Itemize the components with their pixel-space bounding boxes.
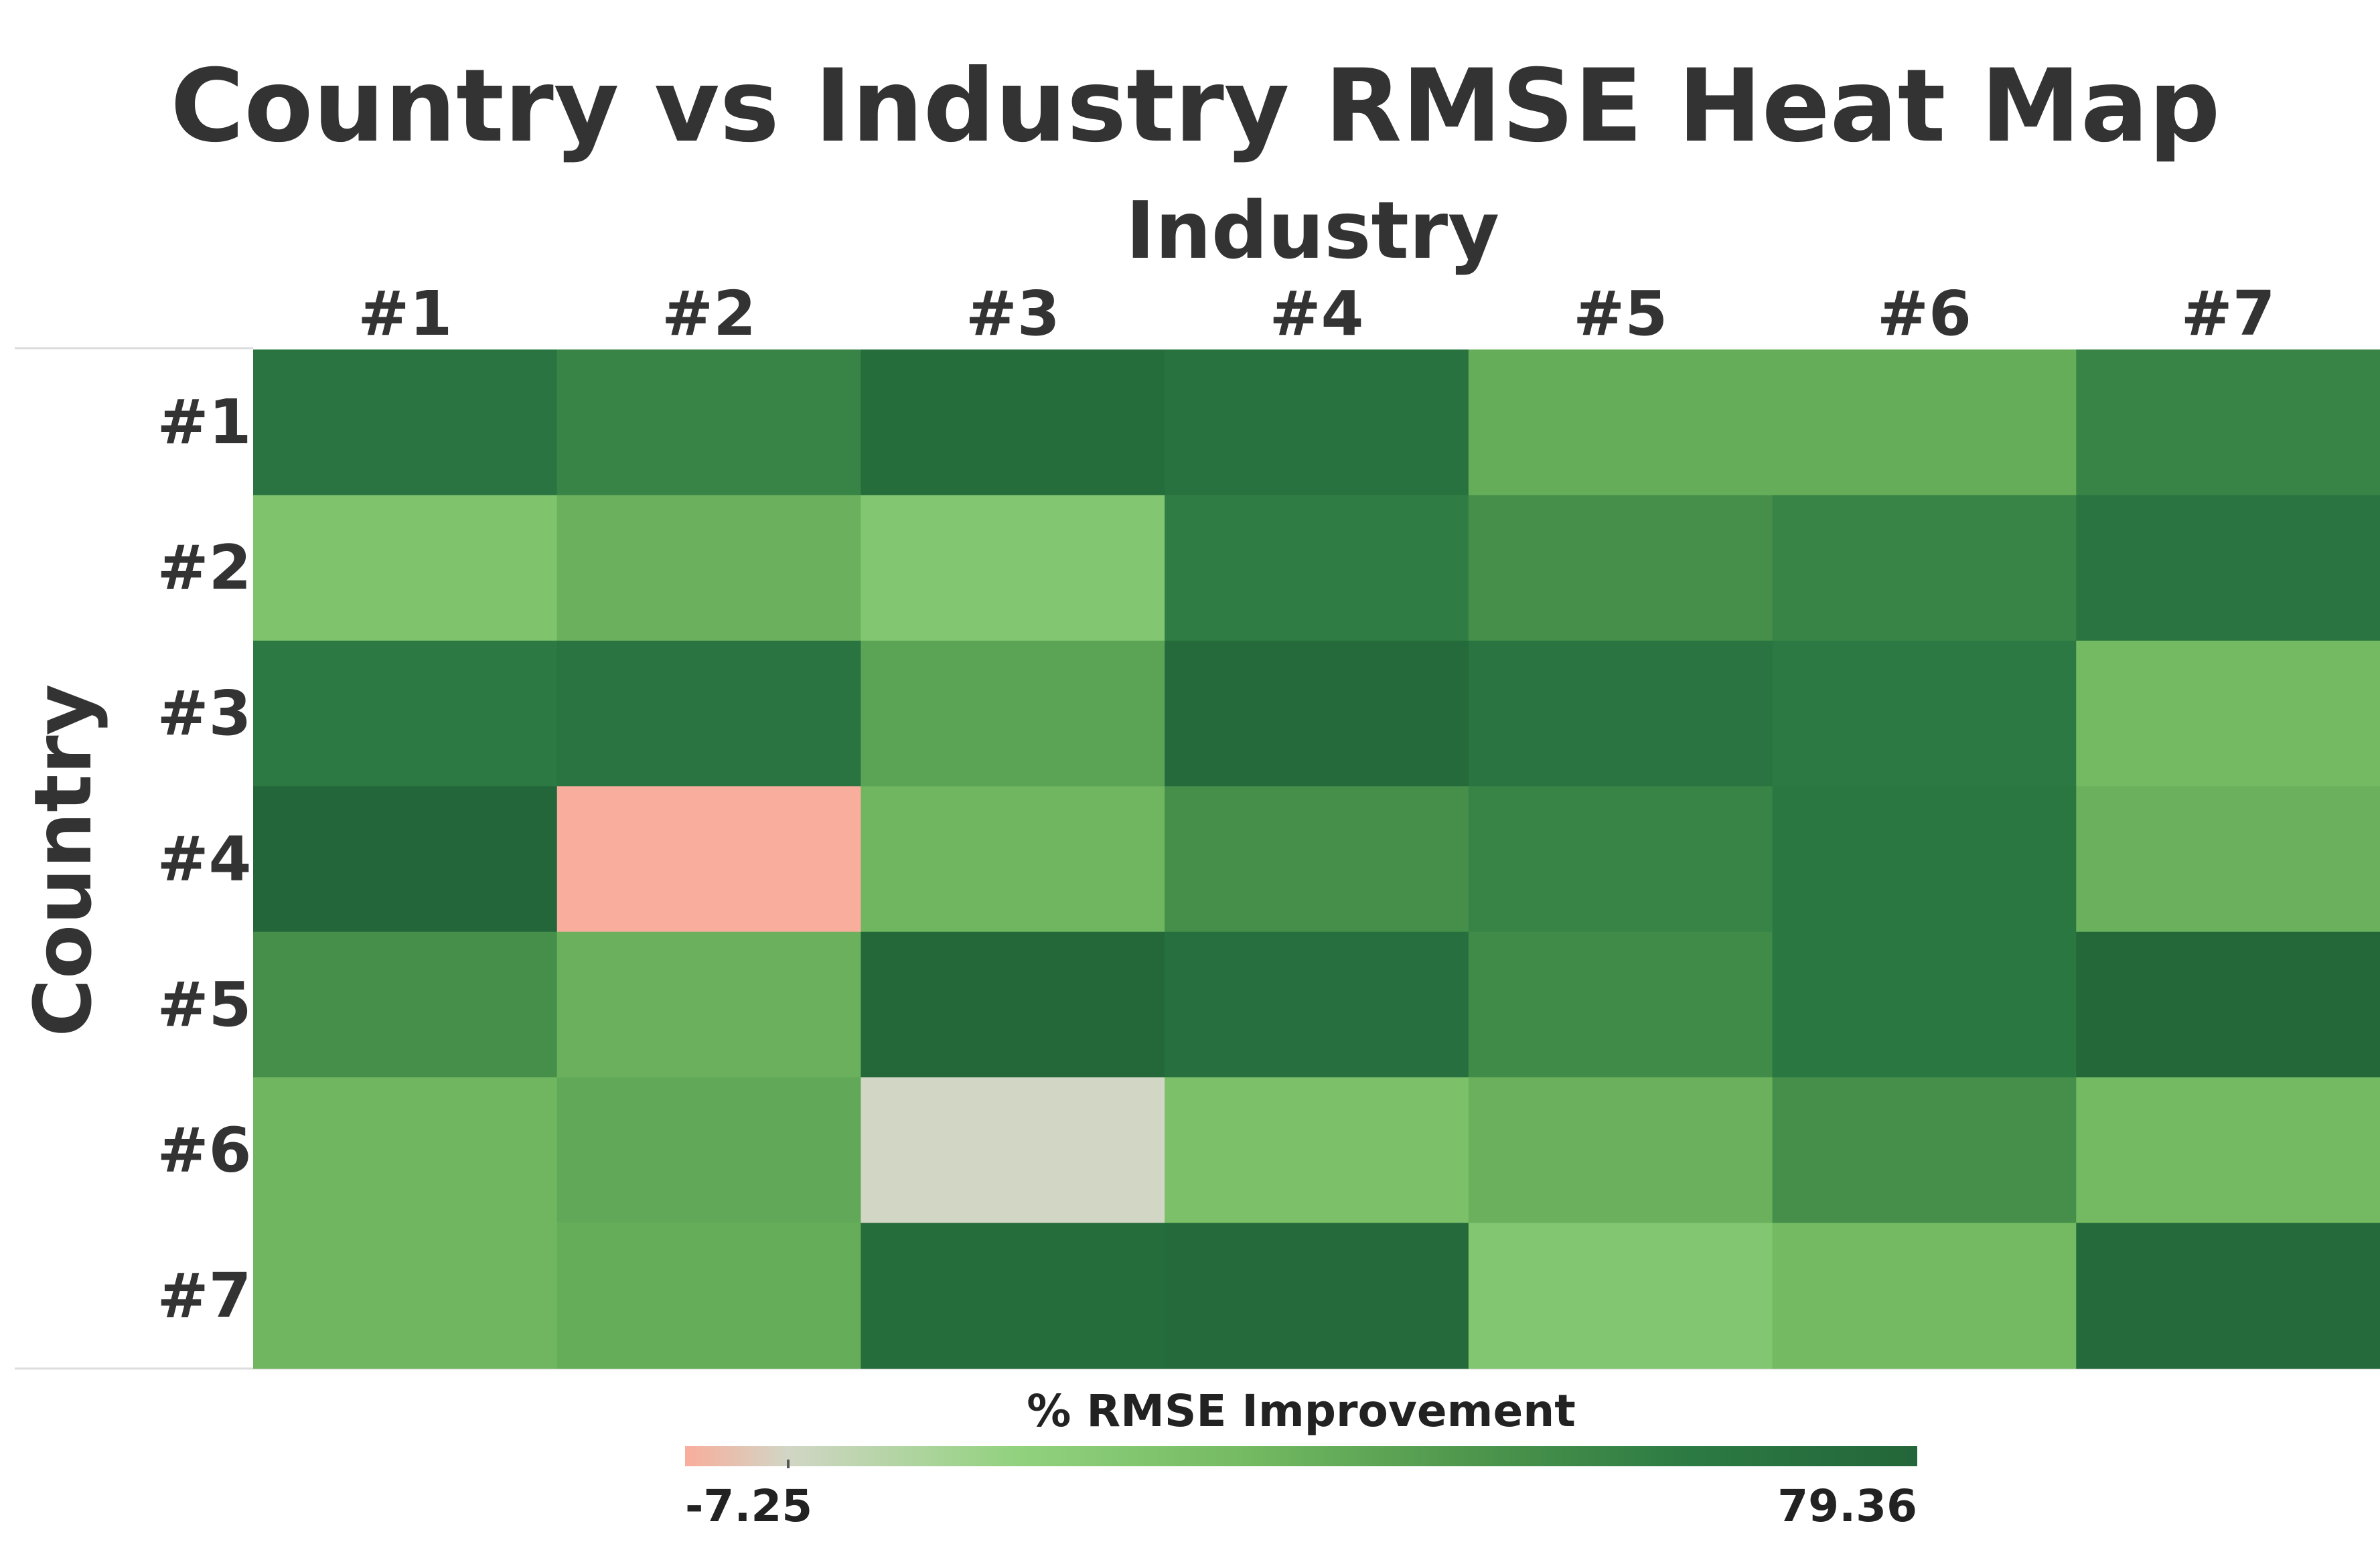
heatmap-cell-country-5-industry-6 [1772,931,2077,1078]
heatmap-cell-country-1-industry-5 [1468,349,1773,496]
heatmap-cell-country-7-industry-6 [1772,1223,2077,1369]
heatmap-cell-country-2-industry-3 [861,495,1165,641]
heatmap-cell-country-2-industry-7 [2076,495,2380,641]
heatmap-cell-country-1-industry-2 [556,349,862,496]
heatmap-cell-country-3-industry-5 [1468,640,1773,787]
x-tick-label-industry-3: #3 [966,278,1060,349]
heatmap-cell-country-7-industry-1 [253,1223,558,1369]
heatmap-cell-country-5-industry-7 [2076,931,2380,1078]
y-tick-label-country-2: #2 [157,532,251,604]
x-tick-label-industry-1: #1 [358,278,452,349]
heatmap-cell-country-7-industry-2 [556,1223,862,1369]
heatmap-cell-country-1-industry-7 [2076,349,2380,496]
heatmap-cell-country-3-industry-2 [556,640,862,787]
heatmap-cell-country-5-industry-5 [1468,931,1773,1078]
heatmap-cell-country-2-industry-5 [1468,495,1773,641]
x-tick-label-industry-2: #2 [662,278,756,349]
heatmap-cell-country-4-industry-2 [556,786,862,933]
x-axis-title: Industry [1126,184,1499,277]
x-tick-label-industry-7: #7 [2181,278,2276,349]
heatmap-cell-country-3-industry-1 [253,640,558,787]
heatmap-cell-country-5-industry-4 [1165,931,1469,1078]
heatmap-cell-country-4-industry-3 [861,786,1165,933]
heatmap-cell-country-6-industry-6 [1772,1077,2077,1224]
colorbar-min-label: -7.25 [685,1480,812,1532]
heatmap-cell-country-4-industry-7 [2076,786,2380,933]
heatmap-cell-country-6-industry-4 [1165,1077,1469,1224]
heatmap-cell-country-6-industry-2 [556,1077,862,1224]
heatmap-cell-country-5-industry-2 [556,931,862,1078]
x-tick-label-industry-6: #6 [1877,278,1972,349]
colorbar-title: % RMSE Improvement [1027,1385,1576,1437]
x-tick-label-industry-5: #5 [1573,278,1667,349]
heatmap-cell-country-7-industry-5 [1468,1223,1773,1369]
heatmap-cell-country-3-industry-3 [861,640,1165,787]
heatmap-cell-country-6-industry-5 [1468,1077,1773,1224]
y-tick-label-country-5: #5 [157,969,251,1040]
heatmap-cell-country-4-industry-4 [1165,786,1469,933]
x-tick-labels: #1 #2 #3 #4 #5 #6 #7 [358,278,2275,349]
y-tick-label-country-6: #6 [157,1114,251,1186]
heatmap-cell-country-1-industry-6 [1772,349,2077,496]
heatmap-cell-country-1-industry-3 [861,349,1165,496]
chart-title: Country vs Industry RMSE Heat Map [170,48,2220,165]
y-axis-title: Country [17,684,109,1036]
heatmap-cell-country-3-industry-6 [1772,640,2077,787]
y-tick-labels: #1 #2 #3 #4 #5 #6 #7 [157,386,251,1332]
heatmap-cell-country-2-industry-4 [1165,495,1469,641]
heatmap-cell-country-7-industry-7 [2076,1223,2380,1369]
heatmap-cell-country-6-industry-3 [861,1077,1165,1224]
heatmap-cell-country-5-industry-1 [253,931,558,1078]
heatmap-cell-country-3-industry-7 [2076,640,2380,787]
heatmap-cells [253,349,2380,1369]
heatmap-cell-country-4-industry-5 [1468,786,1773,933]
heatmap-cell-country-2-industry-1 [253,495,558,641]
colorbar-gradient-bar [685,1446,1917,1466]
heatmap-cell-country-7-industry-3 [861,1223,1165,1369]
heatmap-cell-country-3-industry-4 [1165,640,1469,787]
heatmap-cell-country-1-industry-4 [1165,349,1469,496]
heatmap-cell-country-1-industry-1 [253,349,558,496]
colorbar-max-label: 79.36 [1777,1480,1917,1532]
heatmap-cell-country-5-industry-3 [861,931,1165,1078]
y-tick-label-country-3: #3 [157,678,251,749]
heatmap-cell-country-2-industry-6 [1772,495,2077,641]
heatmap-cell-country-6-industry-1 [253,1077,558,1224]
heatmap-cell-country-6-industry-7 [2076,1077,2380,1224]
heatmap-cell-country-2-industry-2 [556,495,862,641]
y-tick-label-country-4: #4 [157,824,251,895]
heatmap-cell-country-4-industry-1 [253,786,558,933]
heatmap-cell-country-4-industry-6 [1772,786,2077,933]
y-tick-label-country-1: #1 [157,386,251,458]
x-tick-label-industry-4: #4 [1269,278,1363,349]
heatmap-cell-country-7-industry-4 [1165,1223,1469,1369]
y-tick-label-country-7: #7 [157,1260,251,1332]
